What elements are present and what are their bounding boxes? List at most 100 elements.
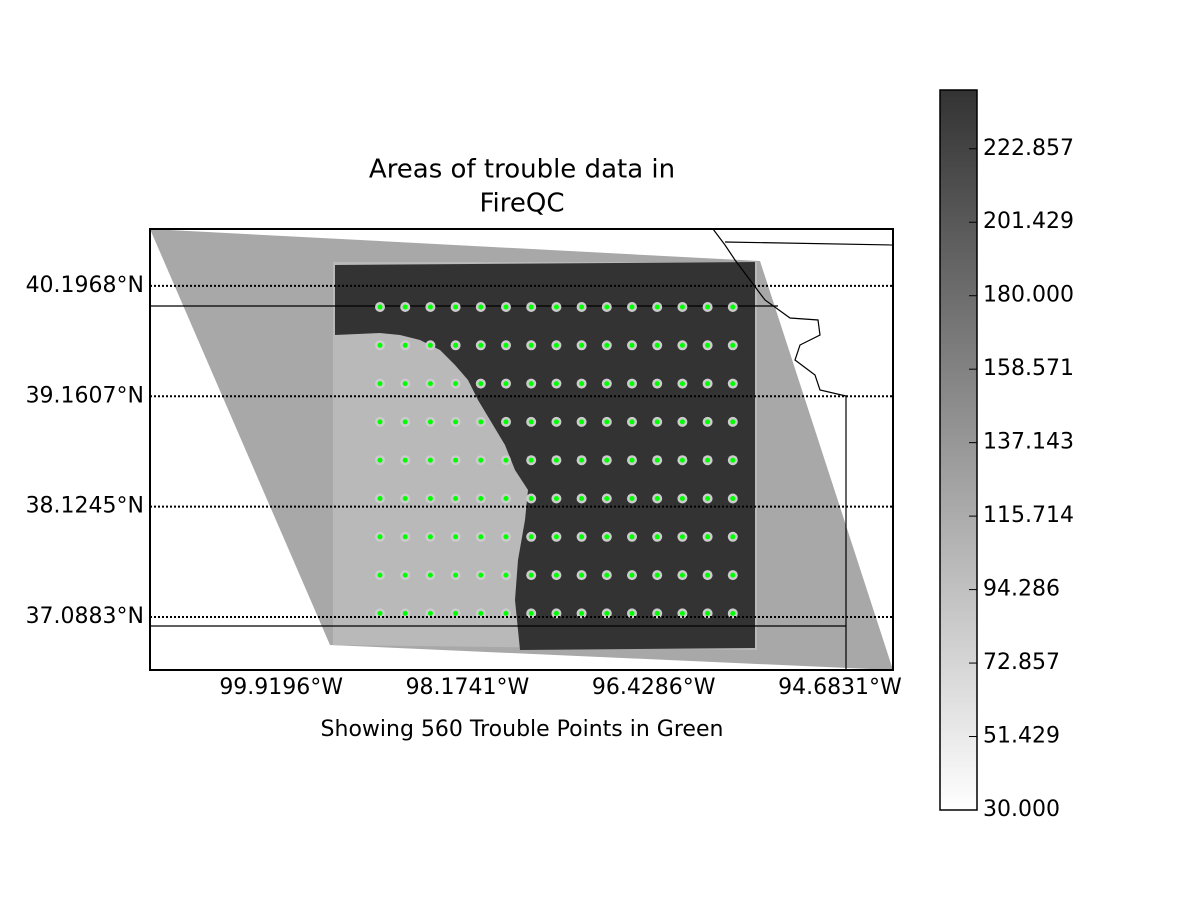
colorbar-label: 201.429 [983,209,1074,234]
trouble-point [528,419,534,425]
trouble-point [478,610,484,616]
state-border [712,229,847,670]
trouble-point [579,457,585,463]
trouble-point [604,610,610,616]
trouble-point [730,381,736,387]
trouble-point [553,419,559,425]
trouble-point [453,534,459,540]
colorbar-label: 180.000 [983,283,1074,308]
trouble-point [705,381,711,387]
trouble-point [579,534,585,540]
trouble-point [453,419,459,425]
map-layer [150,229,893,670]
trouble-point [730,496,736,501]
trouble-point [730,342,736,348]
trouble-point [503,419,509,425]
trouble-point [453,381,459,387]
x-tick-label: 94.6831°W [778,675,902,700]
trouble-point [705,457,711,463]
trouble-point [679,381,685,387]
trouble-point [604,496,610,501]
state-border [724,241,893,246]
trouble-point [503,496,509,501]
trouble-point [579,419,585,425]
trouble-point [478,572,484,578]
x-tick-label: 96.4286°W [592,675,716,700]
trouble-point [679,610,685,616]
trouble-point [579,610,585,616]
trouble-point [377,419,383,425]
trouble-point [604,342,610,348]
trouble-point [453,610,459,616]
trouble-point [604,381,610,387]
trouble-point [503,457,509,463]
trouble-point [604,304,610,310]
trouble-point [528,610,534,616]
trouble-point [478,381,484,387]
x-label: Showing 560 Trouble Points in Green [321,717,724,742]
trouble-point [503,304,509,310]
trouble-point [730,419,736,425]
trouble-point [705,419,711,425]
colorbar-label: 222.857 [983,136,1074,161]
axes-frame [149,228,894,671]
trouble-point [579,342,585,348]
trouble-point [453,496,459,501]
trouble-point [679,419,685,425]
trouble-point [503,381,509,387]
colorbar-label: 30.000 [983,797,1060,822]
y-tick-label: 38.1245°N [26,494,144,519]
y-tick-label: 37.0883°N [26,604,144,629]
trouble-point [427,419,433,425]
trouble-point [478,496,484,501]
trouble-point [654,342,660,348]
trouble-point [427,534,433,540]
trouble-point [679,572,685,578]
trouble-point [427,304,433,310]
trouble-point [553,342,559,348]
trouble-point [654,610,660,616]
colorbar-label: 158.571 [983,356,1074,381]
x-tick-label: 99.9196°W [219,675,343,700]
trouble-point [629,419,635,425]
trouble-point [377,457,383,463]
trouble-point [503,572,509,578]
trouble-point [629,342,635,348]
trouble-point [654,496,660,501]
trouble-point [579,304,585,310]
dark-region [335,262,755,650]
trouble-point [478,534,484,540]
trouble-point [453,342,459,348]
trouble-point [453,572,459,578]
trouble-point [503,534,509,540]
trouble-point [402,304,408,310]
trouble-point [604,572,610,578]
trouble-point [654,534,660,540]
trouble-point [402,496,408,501]
trouble-point [654,419,660,425]
trouble-point [427,496,433,501]
x-tick-label: 98.1741°W [406,675,530,700]
trouble-point [478,457,484,463]
trouble-point [553,457,559,463]
trouble-point [679,304,685,310]
trouble-point [377,610,383,616]
trouble-point [553,304,559,310]
trouble-point [730,534,736,540]
trouble-point [730,572,736,578]
trouble-point [528,381,534,387]
trouble-point [528,534,534,540]
trouble-point [377,496,383,501]
trouble-point [528,342,534,348]
trouble-point [528,304,534,310]
trouble-point [503,342,509,348]
trouble-point [427,342,433,348]
trouble-point [453,304,459,310]
trouble-point [377,304,383,310]
trouble-point [553,381,559,387]
trouble-point [402,419,408,425]
trouble-point [402,572,408,578]
trouble-point [654,457,660,463]
trouble-point [604,419,610,425]
